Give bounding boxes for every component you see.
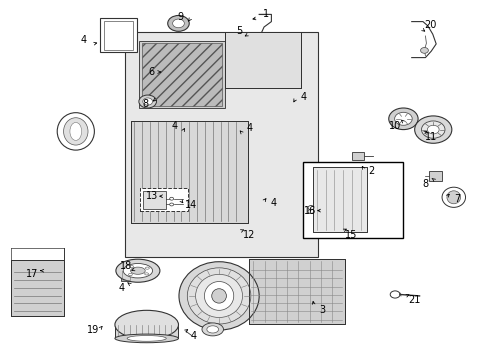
Text: 6: 6: [148, 67, 154, 77]
Ellipse shape: [307, 206, 313, 210]
Bar: [11, 260, 63, 316]
Ellipse shape: [389, 291, 399, 298]
Ellipse shape: [169, 197, 173, 200]
Text: 16: 16: [304, 206, 316, 216]
Ellipse shape: [211, 289, 226, 303]
Ellipse shape: [123, 264, 152, 278]
Text: 2: 2: [368, 166, 374, 176]
Bar: [224, 32, 300, 88]
Ellipse shape: [195, 274, 242, 318]
Ellipse shape: [70, 122, 81, 140]
Bar: [142, 43, 222, 106]
Text: 17: 17: [25, 269, 38, 279]
Ellipse shape: [115, 334, 178, 343]
Text: 4: 4: [270, 198, 276, 208]
Bar: [351, 152, 364, 160]
Bar: [139, 41, 224, 108]
Ellipse shape: [130, 267, 145, 274]
Ellipse shape: [57, 113, 94, 150]
Ellipse shape: [441, 187, 465, 207]
Ellipse shape: [202, 323, 223, 336]
Ellipse shape: [179, 262, 259, 330]
Bar: [249, 259, 344, 324]
Bar: [142, 191, 166, 209]
Text: 3: 3: [319, 305, 325, 315]
Text: 13: 13: [146, 191, 159, 201]
Bar: [312, 167, 366, 232]
Text: 7: 7: [453, 194, 459, 204]
Text: 10: 10: [388, 121, 401, 131]
Bar: [131, 121, 248, 223]
Text: 5: 5: [236, 26, 242, 36]
Ellipse shape: [145, 267, 149, 269]
Text: 19: 19: [86, 325, 99, 336]
Ellipse shape: [63, 118, 88, 145]
Text: 14: 14: [184, 200, 197, 210]
Bar: [303, 162, 403, 238]
Ellipse shape: [427, 125, 438, 134]
Text: 4: 4: [172, 121, 178, 131]
Ellipse shape: [142, 98, 152, 105]
Ellipse shape: [129, 265, 133, 267]
Text: 18: 18: [120, 261, 132, 271]
Text: 4: 4: [81, 35, 87, 45]
Bar: [124, 32, 317, 257]
Text: 4: 4: [300, 92, 305, 102]
Text: 20: 20: [423, 20, 436, 30]
Ellipse shape: [414, 116, 451, 143]
Text: 4: 4: [246, 123, 252, 133]
Ellipse shape: [307, 209, 313, 213]
Ellipse shape: [446, 191, 460, 204]
Ellipse shape: [388, 108, 417, 130]
Ellipse shape: [115, 310, 178, 339]
Text: 15: 15: [344, 230, 357, 240]
Bar: [11, 260, 63, 316]
Text: 9: 9: [177, 12, 183, 22]
Ellipse shape: [167, 15, 189, 31]
Text: 4: 4: [190, 330, 196, 341]
Ellipse shape: [139, 95, 156, 108]
Bar: [115, 325, 178, 338]
Ellipse shape: [421, 121, 444, 138]
Bar: [312, 167, 366, 232]
Bar: [121, 270, 131, 281]
Text: 8: 8: [422, 179, 427, 189]
Ellipse shape: [169, 203, 173, 206]
Ellipse shape: [420, 48, 427, 53]
Ellipse shape: [128, 274, 132, 276]
Bar: [224, 32, 300, 88]
Text: 11: 11: [424, 132, 437, 142]
Text: 4: 4: [118, 283, 124, 293]
Text: 8: 8: [142, 99, 148, 109]
Bar: [428, 171, 441, 181]
Bar: [122, 271, 130, 280]
Ellipse shape: [204, 282, 233, 310]
Ellipse shape: [144, 273, 148, 275]
Ellipse shape: [116, 259, 160, 282]
Ellipse shape: [394, 112, 411, 125]
Text: 12: 12: [243, 230, 255, 240]
Ellipse shape: [127, 336, 166, 341]
Bar: [103, 21, 133, 50]
Ellipse shape: [206, 326, 218, 333]
Bar: [131, 121, 248, 223]
Ellipse shape: [172, 19, 184, 28]
Ellipse shape: [187, 268, 250, 324]
Bar: [249, 259, 344, 324]
Bar: [140, 188, 187, 211]
Text: 21: 21: [407, 294, 420, 305]
Bar: [100, 18, 137, 52]
Text: 1: 1: [263, 9, 269, 19]
